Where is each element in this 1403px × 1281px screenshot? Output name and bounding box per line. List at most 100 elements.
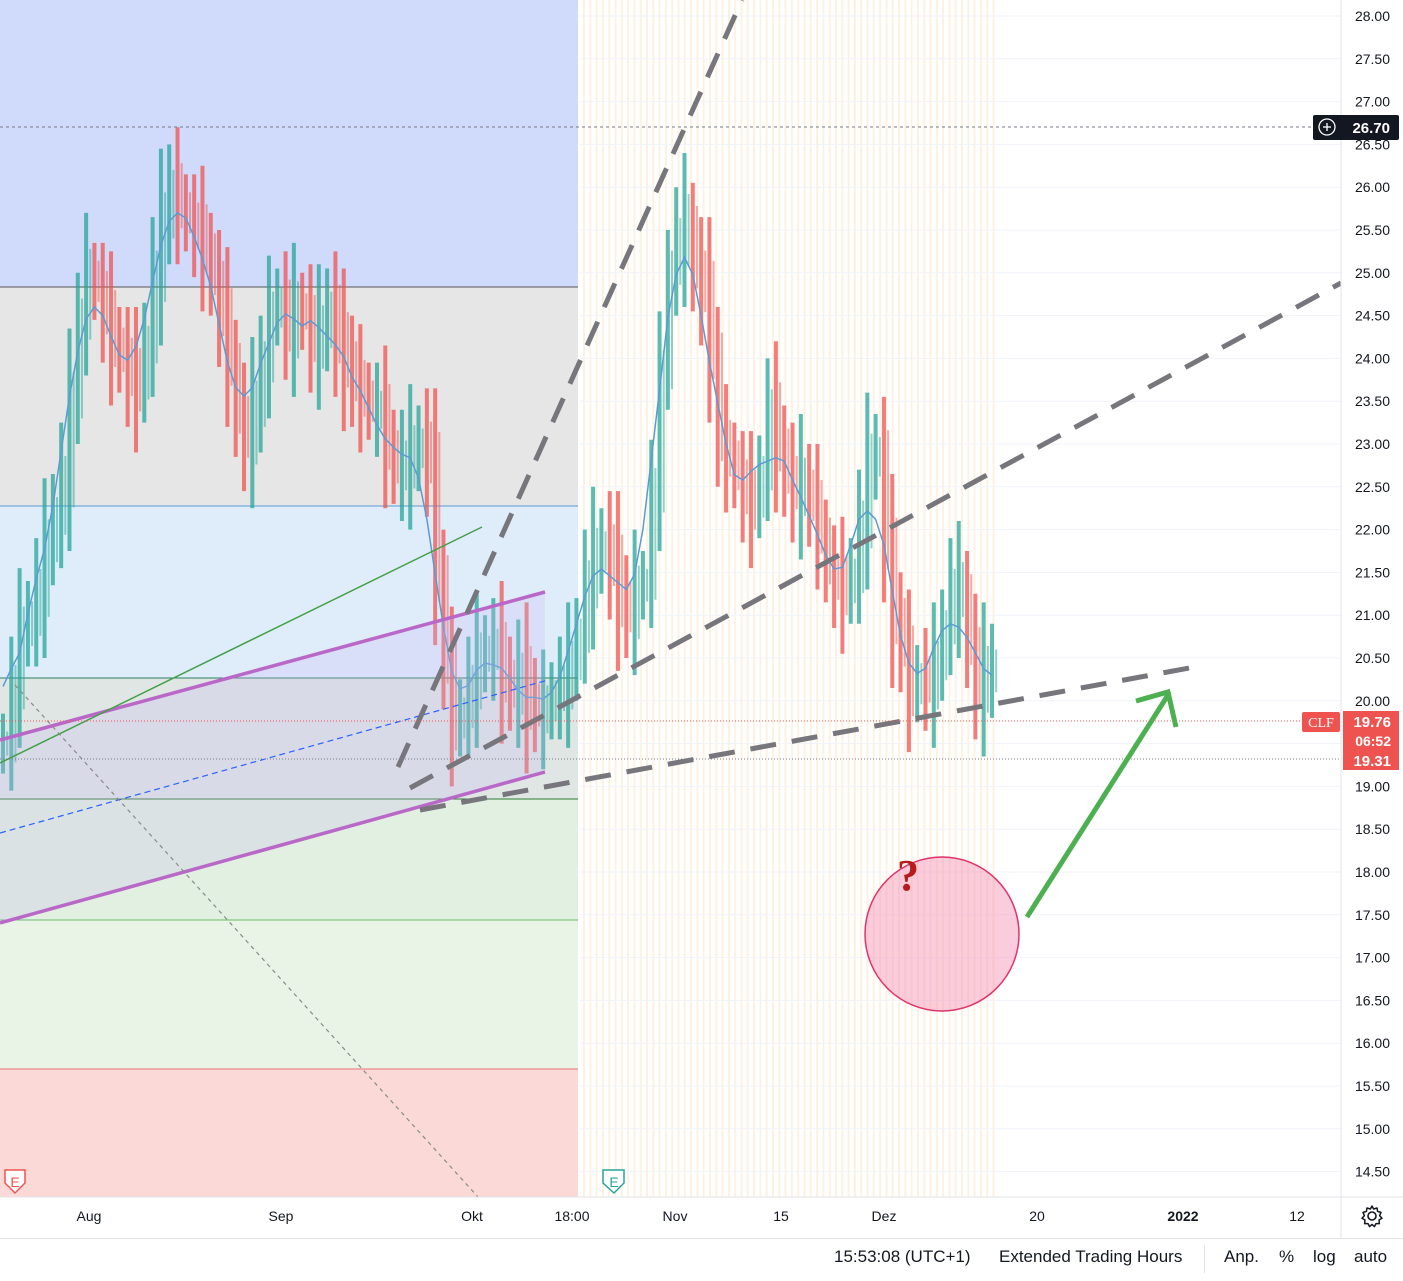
- price-tick-label: 25.00: [1355, 265, 1390, 281]
- price-tick-label: 26.50: [1355, 136, 1390, 152]
- session-stripe: [784, 0, 787, 1197]
- price-tick-label: 16.50: [1355, 992, 1390, 1008]
- session-stripe: [690, 0, 693, 1197]
- time-tick-label: 12: [1289, 1208, 1305, 1224]
- session-stripe: [753, 0, 756, 1197]
- fib-zone-green: [0, 799, 578, 920]
- green-arrow-head: [1135, 688, 1179, 728]
- session-stripe: [954, 0, 957, 1197]
- last-price-value: 19.76: [1353, 714, 1391, 731]
- grey-dotted-line[interactable]: [14, 684, 479, 1197]
- session-stripe: [727, 0, 730, 1197]
- session-stripe: [929, 0, 932, 1197]
- session-stripe: [614, 0, 617, 1197]
- pitchfork-lower-line[interactable]: [0, 770, 546, 925]
- time-axis[interactable]: Aug Sep Okt 18:00 Nov 15 Dez 20 2022 12: [77, 1208, 1305, 1224]
- price-tick-label: 27.50: [1355, 51, 1390, 67]
- green-arrow-shaft[interactable]: [1024, 693, 1171, 919]
- extended-hours-toggle[interactable]: Extended Trading Hours: [999, 1247, 1183, 1266]
- svg-text:E: E: [10, 1174, 19, 1190]
- settings-gear-icon[interactable]: [1359, 1203, 1385, 1229]
- session-stripe: [658, 0, 661, 1197]
- session-stripe: [803, 0, 806, 1197]
- session-stripe: [683, 0, 686, 1197]
- session-stripe: [772, 0, 774, 1197]
- price-tick-label: 21.00: [1355, 607, 1390, 623]
- toolbar-divider: [1204, 1245, 1205, 1273]
- question-mark: ?: [897, 851, 919, 900]
- price-tick-label: 23.00: [1355, 436, 1390, 452]
- time-tick-label: Sep: [269, 1208, 294, 1224]
- auto-scale-toggle[interactable]: auto: [1354, 1247, 1388, 1266]
- session-stripe: [765, 0, 768, 1197]
- percent-scale-toggle[interactable]: %: [1279, 1247, 1295, 1266]
- session-stripe: [822, 0, 825, 1197]
- price-tick-label: 20.00: [1355, 693, 1390, 709]
- session-stripe: [986, 0, 989, 1197]
- drawings[interactable]: ?: [0, 0, 1341, 1197]
- price-tick-label: 26.00: [1355, 179, 1390, 195]
- price-tick-label: 22.50: [1355, 479, 1390, 495]
- pitchfork-median-line[interactable]: [0, 679, 549, 834]
- price-tick-label: 17.00: [1355, 950, 1390, 966]
- crosshair-price-badge: 26.70: [1313, 115, 1399, 140]
- log-scale-toggle[interactable]: log: [1313, 1247, 1336, 1266]
- time-tick-label: Nov: [663, 1208, 688, 1224]
- earnings-marker-2[interactable]: E: [602, 1169, 625, 1195]
- session-stripe: [721, 0, 724, 1197]
- session-stripe: [790, 0, 793, 1197]
- session-stripe: [809, 0, 812, 1197]
- time-tick-label: 2022: [1167, 1208, 1198, 1224]
- price-tick-label: 15.00: [1355, 1121, 1390, 1137]
- session-stripe: [734, 0, 737, 1197]
- pitchfork-upper-line[interactable]: [0, 590, 546, 742]
- bar-countdown: 06:52: [1355, 733, 1391, 749]
- session-stripe: [702, 0, 705, 1197]
- session-stripe: [778, 0, 781, 1197]
- session-stripe: [797, 0, 800, 1197]
- session-stripe: [916, 0, 919, 1197]
- dashed-trend-middle[interactable]: [408, 280, 1341, 791]
- session-stripe: [715, 0, 718, 1197]
- session-stripe: [639, 0, 642, 1197]
- session-stripe: [677, 0, 680, 1197]
- fib-zone-top: [0, 0, 578, 287]
- time-tick-label: 18:00: [554, 1208, 589, 1224]
- price-tick-label: 24.50: [1355, 308, 1390, 324]
- session-stripe: [885, 0, 888, 1197]
- session-stripe: [935, 0, 938, 1197]
- price-tick-label: 23.50: [1355, 393, 1390, 409]
- fib-retracement-zones[interactable]: [0, 0, 578, 1197]
- earnings-marker-1[interactable]: E: [4, 1169, 26, 1195]
- session-stripe: [992, 0, 995, 1197]
- svg-text:E: E: [609, 1174, 618, 1190]
- price-chart[interactable]: ? E E 28.00 27.50 27.00 26.50 26.00 25.50 25.0…: [0, 0, 1403, 1238]
- dashed-trend-steep[interactable]: [395, 0, 745, 769]
- adjust-toggle[interactable]: Anp.: [1224, 1247, 1259, 1266]
- price-tick-label: 20.50: [1355, 650, 1390, 666]
- price-axis[interactable]: 28.00 27.50 27.00 26.50 26.00 25.50 25.00 24.50…: [1355, 8, 1390, 1180]
- price-tick-label: 18.00: [1355, 864, 1390, 880]
- session-stripe: [740, 0, 743, 1197]
- price-tick-label: 15.50: [1355, 1078, 1390, 1094]
- session-stripe: [879, 0, 882, 1197]
- time-tick-label: 15: [773, 1208, 789, 1224]
- crosshair-price-value: 26.70: [1352, 120, 1390, 137]
- session-stripe: [601, 0, 604, 1197]
- price-tick-label: 14.50: [1355, 1164, 1390, 1180]
- time-tick-label: Dez: [872, 1208, 897, 1224]
- symbol-label: CLF: [1308, 716, 1334, 731]
- session-stripe: [847, 0, 850, 1197]
- session-stripe: [816, 0, 819, 1197]
- session-stripe: [923, 0, 926, 1197]
- green-trend-line[interactable]: [0, 526, 483, 764]
- session-stripe: [652, 0, 655, 1197]
- fib-zone-lightgreen: [0, 920, 578, 1069]
- dashed-trend-lower[interactable]: [419, 663, 1201, 813]
- price-tick-label: 16.00: [1355, 1035, 1390, 1051]
- session-stripe: [671, 0, 674, 1197]
- target-circle[interactable]: [864, 856, 1020, 1012]
- plus-circle-icon[interactable]: [1318, 118, 1336, 136]
- clock-time[interactable]: 15:53:08 (UTC+1): [834, 1247, 971, 1266]
- price-tick-label: 24.00: [1355, 350, 1390, 366]
